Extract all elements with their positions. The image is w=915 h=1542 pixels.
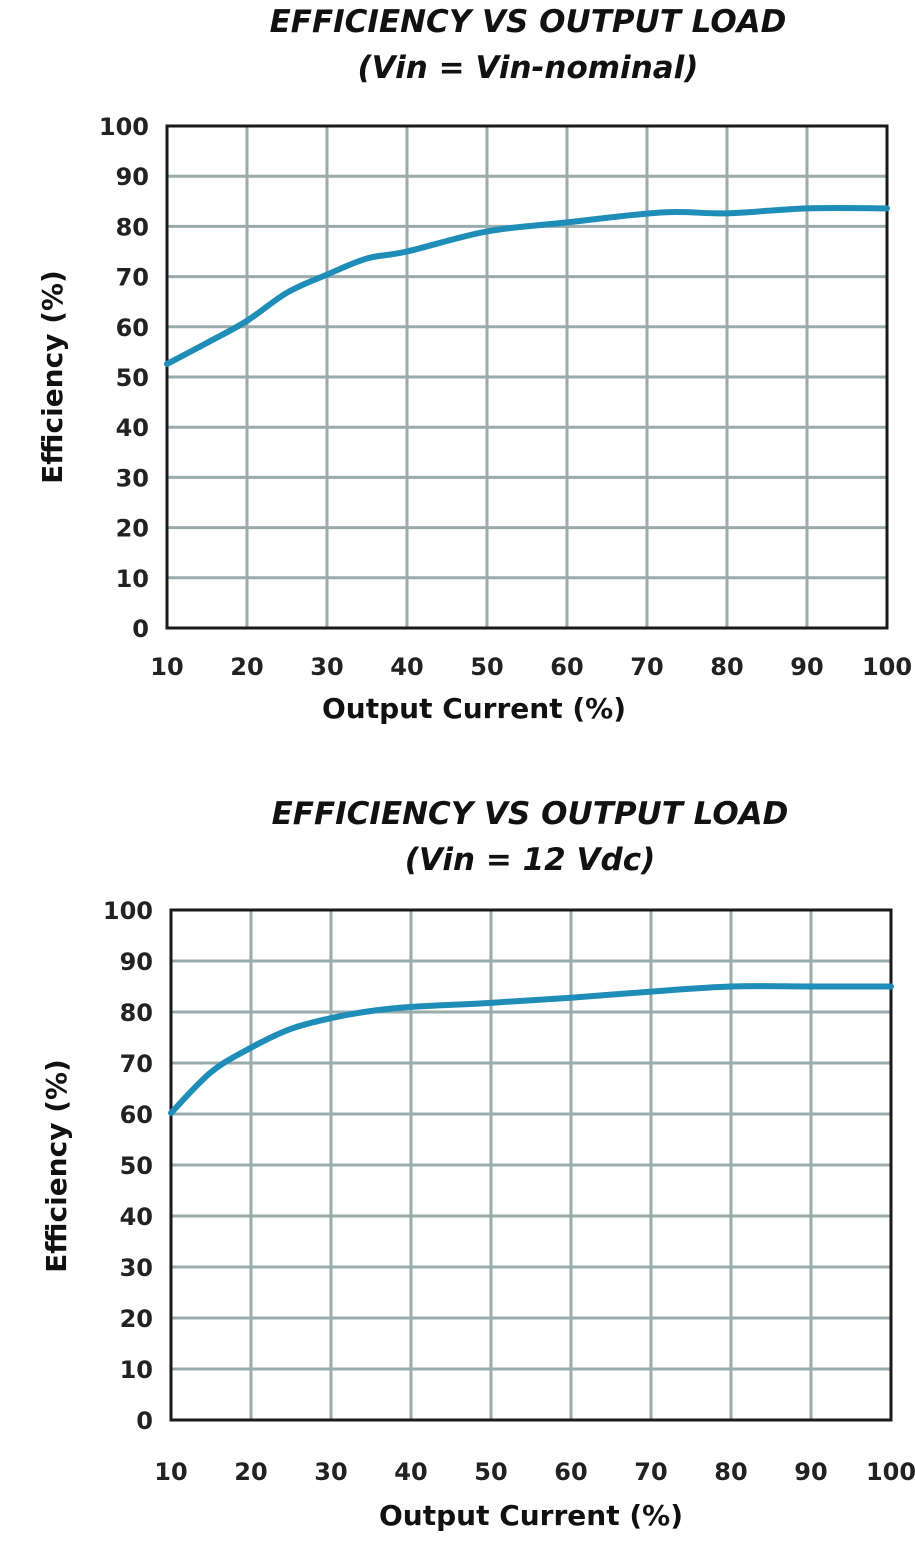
x-tick-label: 10: [154, 1458, 187, 1486]
x-tick-label: 10: [150, 653, 183, 681]
plot-frame: [169, 908, 893, 1422]
x-tick-label: 100: [862, 653, 912, 681]
y-tick-label: 10: [116, 565, 149, 593]
y-tick-label: 70: [116, 264, 149, 292]
efficiency-series-line: [164, 204, 890, 367]
x-tick-label: 100: [866, 1458, 915, 1486]
x-tick-label: 80: [714, 1458, 747, 1486]
x-tick-label: 60: [554, 1458, 587, 1486]
x-tick-label: 20: [234, 1458, 267, 1486]
y-tick-label: 90: [116, 163, 149, 191]
chart-1-xlabel: Output Current (%): [322, 692, 626, 725]
y-tick-label: 90: [120, 948, 153, 976]
y-tick-label: 60: [120, 1101, 153, 1129]
chart-2-xlabel: Output Current (%): [379, 1499, 683, 1532]
plot-frame: [165, 124, 889, 630]
y-tick-label: 50: [120, 1152, 153, 1180]
x-tick-label: 70: [630, 653, 663, 681]
x-tick-label: 90: [790, 653, 823, 681]
x-tick-label: 80: [710, 653, 743, 681]
chart-2-plot: 10 20 30 40 50 60 70 80 90 1000102030405060708090…: [103, 897, 915, 1486]
x-tick-label: 90: [794, 1458, 827, 1486]
chart-1: EFFICIENCY VS OUTPUT LOAD (Vin = Vin-nom…: [36, 4, 912, 725]
x-tick-label: 40: [390, 653, 423, 681]
x-tick-label: 50: [474, 1458, 507, 1486]
y-tick-label: 100: [103, 897, 153, 925]
y-tick-label: 50: [116, 364, 149, 392]
x-tick-label: 30: [314, 1458, 347, 1486]
x-tick-label: 50: [470, 653, 503, 681]
x-tick-label: 30: [310, 653, 343, 681]
chart-2-ylabel: Efficiency (%): [40, 1059, 73, 1273]
y-tick-label: 40: [116, 414, 149, 442]
efficiency-series-line: [168, 983, 894, 1116]
chart-2-title: EFFICIENCY VS OUTPUT LOAD: [272, 796, 789, 832]
chart-1-plot: 10 20 30 40 50 60 70 80 90 1000102030405060708090…: [99, 113, 912, 681]
y-tick-label: 20: [120, 1305, 153, 1333]
x-tick-label: 70: [634, 1458, 667, 1486]
y-tick-label: 80: [116, 213, 149, 241]
chart-2-subtitle: (Vin = 12 Vdc): [405, 842, 656, 878]
y-tick-label: 40: [120, 1203, 153, 1231]
chart-1-subtitle: (Vin = Vin-nominal): [358, 50, 699, 86]
x-tick-label: 60: [550, 653, 583, 681]
y-tick-label: 80: [120, 999, 153, 1027]
y-tick-label: 30: [116, 464, 149, 492]
y-tick-label: 60: [116, 314, 149, 342]
y-tick-label: 0: [132, 615, 149, 643]
y-tick-label: 70: [120, 1050, 153, 1078]
chart-2: EFFICIENCY VS OUTPUT LOAD (Vin = 12 Vdc)…: [40, 796, 915, 1532]
chart-1-title: EFFICIENCY VS OUTPUT LOAD: [270, 4, 787, 40]
y-tick-label: 20: [116, 515, 149, 543]
y-tick-label: 100: [99, 113, 149, 141]
y-tick-label: 0: [136, 1407, 153, 1435]
x-tick-label: 20: [230, 653, 263, 681]
y-tick-label: 10: [120, 1356, 153, 1384]
x-tick-label: 40: [394, 1458, 427, 1486]
chart-1-ylabel: Efficiency (%): [36, 270, 69, 484]
y-tick-label: 30: [120, 1254, 153, 1282]
